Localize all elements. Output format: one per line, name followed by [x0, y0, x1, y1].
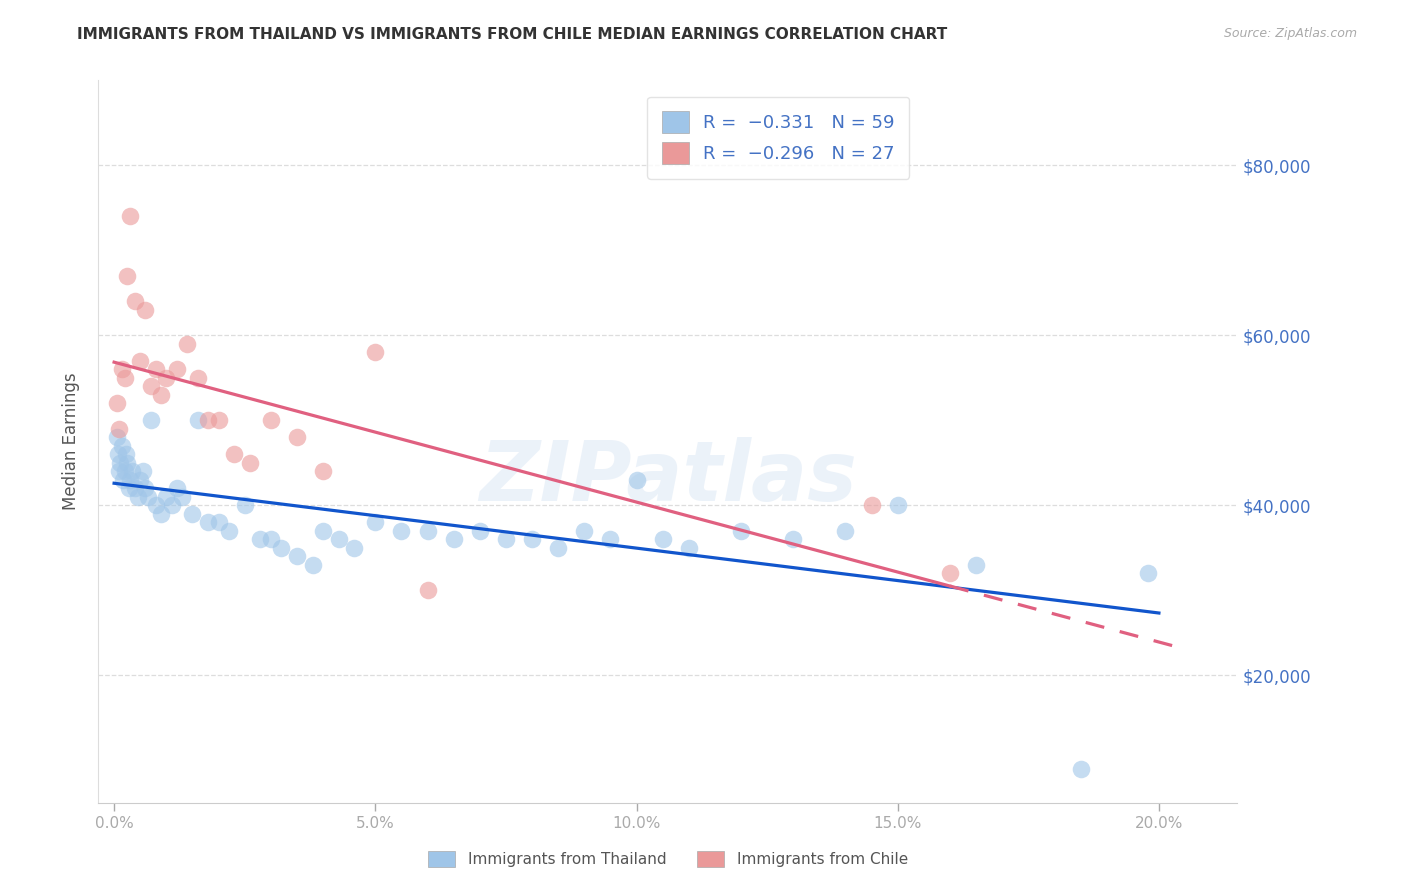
Point	[132, 464, 155, 478]
Point	[176, 336, 198, 351]
Point	[495, 533, 517, 547]
Point	[121, 464, 143, 478]
Point	[112, 473, 135, 487]
Point	[108, 464, 131, 478]
Point	[270, 541, 292, 555]
Point	[391, 524, 413, 538]
Point	[166, 481, 188, 495]
Point	[285, 549, 308, 564]
Point	[150, 507, 173, 521]
Point	[110, 456, 132, 470]
Point	[150, 388, 173, 402]
Point	[145, 498, 167, 512]
Point	[207, 516, 229, 530]
Point	[145, 362, 167, 376]
Point	[599, 533, 621, 547]
Y-axis label: Median Earnings: Median Earnings	[62, 373, 80, 510]
Point	[651, 533, 673, 547]
Point	[364, 345, 387, 359]
Point	[170, 490, 193, 504]
Point	[166, 362, 188, 376]
Point	[416, 524, 439, 538]
Point	[108, 422, 131, 436]
Point	[965, 558, 987, 572]
Point	[730, 524, 752, 538]
Point	[197, 413, 219, 427]
Point	[197, 516, 219, 530]
Point	[105, 396, 128, 410]
Point	[134, 481, 156, 495]
Point	[107, 447, 129, 461]
Point	[328, 533, 350, 547]
Point	[285, 430, 308, 444]
Point	[834, 524, 856, 538]
Text: IMMIGRANTS FROM THAILAND VS IMMIGRANTS FROM CHILE MEDIAN EARNINGS CORRELATION CH: IMMIGRANTS FROM THAILAND VS IMMIGRANTS F…	[77, 27, 948, 42]
Point	[468, 524, 491, 538]
Point	[134, 302, 156, 317]
Point	[939, 566, 962, 581]
Point	[187, 413, 209, 427]
Point	[1137, 566, 1160, 581]
Point	[416, 583, 439, 598]
Point	[260, 533, 283, 547]
Point	[312, 524, 335, 538]
Point	[139, 413, 162, 427]
Point	[547, 541, 569, 555]
Point	[187, 371, 209, 385]
Point	[115, 268, 138, 283]
Point	[139, 379, 162, 393]
Point	[301, 558, 323, 572]
Point	[118, 209, 141, 223]
Point	[155, 490, 177, 504]
Point	[181, 507, 204, 521]
Point	[574, 524, 596, 538]
Point	[160, 498, 183, 512]
Point	[111, 439, 134, 453]
Point	[249, 533, 271, 547]
Point	[678, 541, 700, 555]
Point	[124, 481, 146, 495]
Point	[124, 294, 146, 309]
Point	[860, 498, 883, 512]
Point	[105, 430, 128, 444]
Point	[218, 524, 240, 538]
Point	[111, 362, 134, 376]
Point	[129, 473, 152, 487]
Point	[155, 371, 177, 385]
Point	[886, 498, 908, 512]
Point	[115, 456, 138, 470]
Point	[114, 447, 136, 461]
Text: ZIPatlas: ZIPatlas	[479, 437, 856, 518]
Point	[260, 413, 283, 427]
Point	[443, 533, 465, 547]
Point	[312, 464, 335, 478]
Point	[207, 413, 229, 427]
Point	[118, 473, 141, 487]
Point	[520, 533, 543, 547]
Point	[239, 456, 262, 470]
Text: Source: ZipAtlas.com: Source: ZipAtlas.com	[1223, 27, 1357, 40]
Point	[364, 516, 387, 530]
Point	[343, 541, 366, 555]
Legend: Immigrants from Thailand, Immigrants from Chile: Immigrants from Thailand, Immigrants fro…	[420, 843, 915, 875]
Point	[114, 464, 136, 478]
Point	[782, 533, 804, 547]
Point	[626, 473, 648, 487]
Point	[136, 490, 159, 504]
Point	[1070, 762, 1092, 776]
Point	[224, 447, 246, 461]
Point	[127, 490, 149, 504]
Point	[118, 481, 141, 495]
Point	[129, 353, 152, 368]
Point	[114, 371, 136, 385]
Point	[233, 498, 256, 512]
